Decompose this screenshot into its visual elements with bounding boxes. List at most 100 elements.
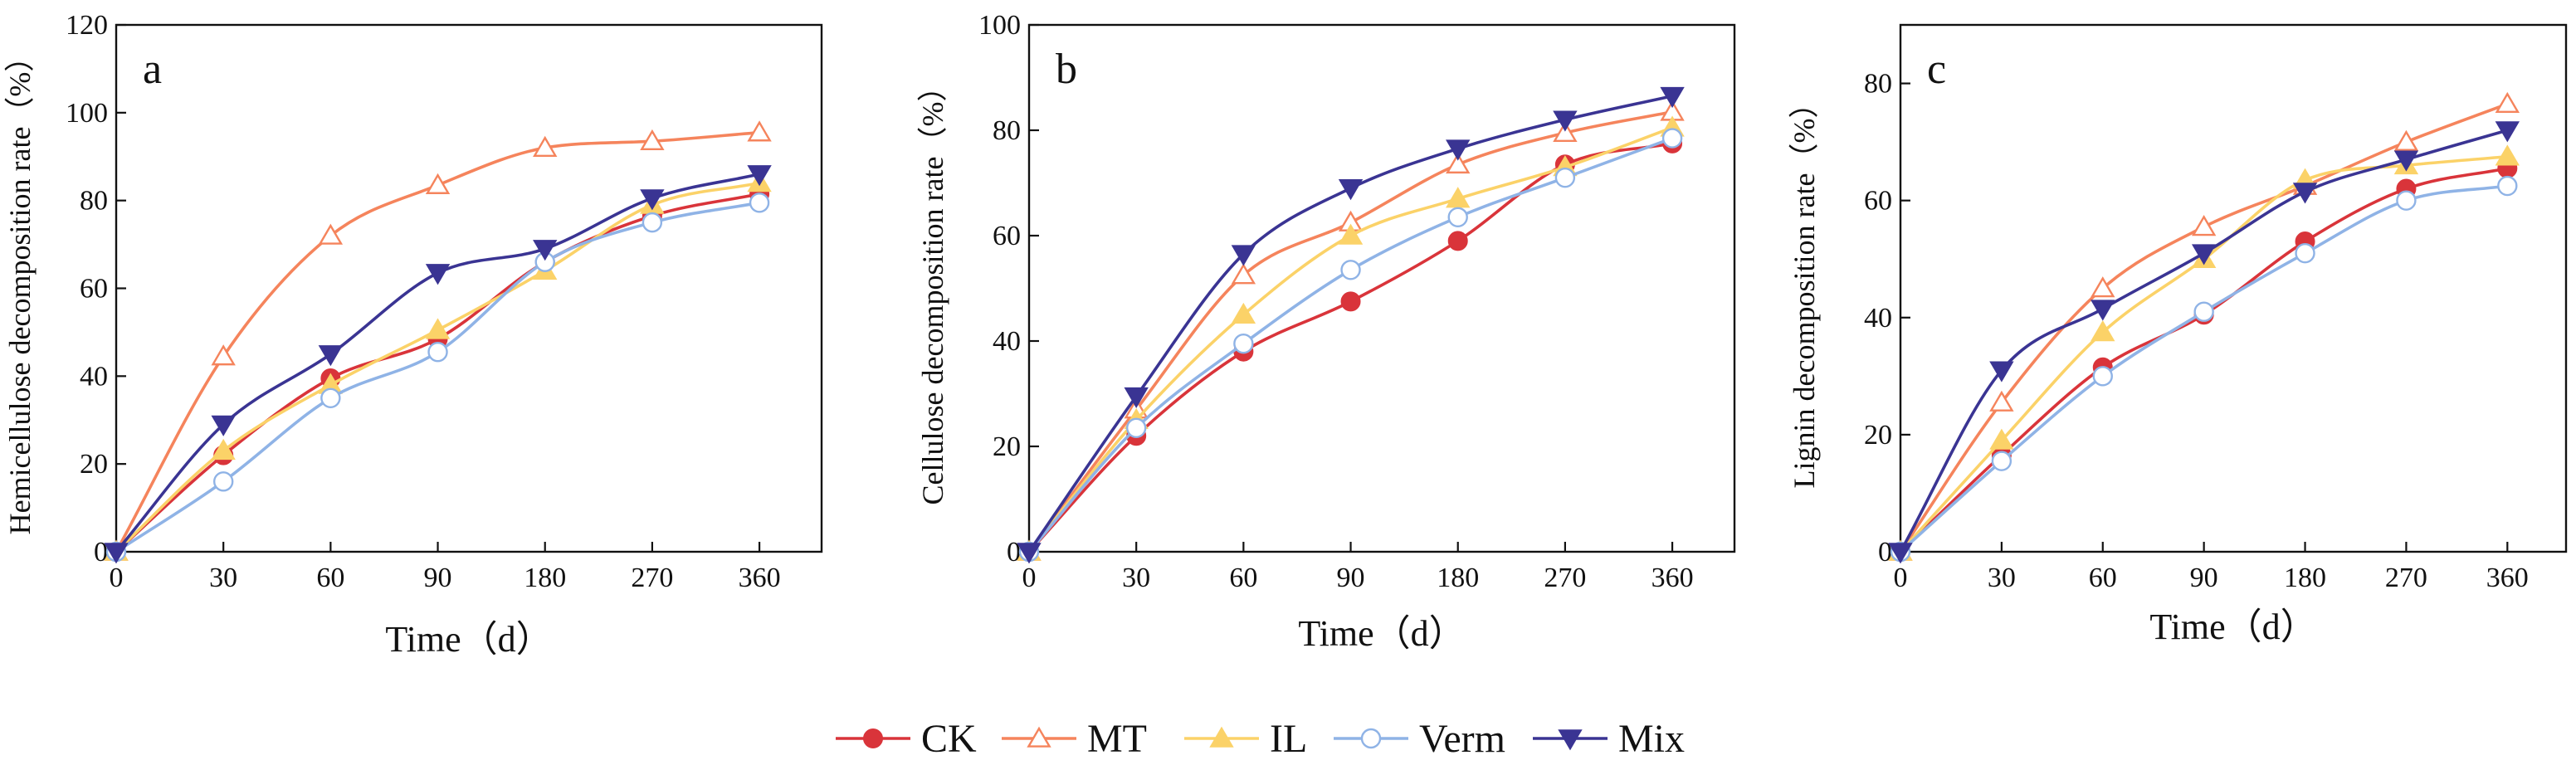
series-line [1027, 110, 1674, 553]
data-point [2393, 129, 2419, 151]
data-point [1989, 390, 2014, 412]
data-point [211, 415, 236, 436]
legend-label: CK [921, 717, 977, 761]
legend: CK MT IL Verm Mix [836, 717, 1685, 761]
x-tick-label: 0 [1894, 563, 1908, 593]
x-axis-title: Time（d） [1298, 613, 1465, 654]
y-tick-label: 60 [80, 274, 108, 305]
data-point [747, 165, 772, 187]
data-point [1125, 417, 1147, 438]
legend-label: Verm [1419, 717, 1505, 761]
x-tick-label: 90 [2190, 563, 2218, 593]
x-tick-label: 30 [209, 563, 237, 593]
series-line [1899, 129, 2510, 553]
data-point [211, 438, 236, 460]
data-point [1888, 543, 1913, 564]
data-point [2091, 276, 2115, 298]
legend-marker [863, 728, 883, 748]
legend-marker [1027, 726, 1051, 748]
x-tick-label: 30 [1988, 563, 2016, 593]
data-point [425, 173, 451, 194]
data-point [2497, 175, 2518, 197]
data-point [1989, 428, 2014, 450]
legend-label: Mix [1618, 717, 1685, 761]
data-point [2092, 366, 2113, 387]
panel-label: c [1927, 46, 1946, 93]
panel-label: a [143, 46, 162, 93]
y-tick-label: 80 [993, 115, 1021, 146]
data-point [425, 264, 451, 285]
data-point [2295, 242, 2315, 264]
data-point [2193, 301, 2214, 322]
x-tick-label: 180 [2284, 563, 2326, 593]
y-tick-label: 60 [1864, 186, 1892, 217]
data-point [2396, 190, 2417, 211]
x-tick-label: 360 [739, 563, 781, 593]
data-point [318, 223, 344, 245]
x-tick-label: 270 [631, 563, 673, 593]
data-point [2191, 215, 2217, 236]
legend-item-mix: Mix [1533, 717, 1685, 761]
y-tick-label: 0 [1007, 537, 1021, 568]
x-tick-label: 0 [1022, 563, 1037, 593]
plot-frame [1899, 23, 2568, 553]
chart-panel-c: 0 20 40 60 80 0 30 60 90 180 270 360 Time（d） Lignin d… [1788, 23, 2568, 647]
x-tick-label: 30 [1122, 563, 1150, 593]
data-point [640, 189, 665, 211]
data-point [1233, 333, 1254, 354]
chart-panel-b: 0 20 40 60 80 100 0 30 60 90 180 270 360 Time（d） Cellu… [916, 10, 1736, 654]
x-tick-label: 90 [1337, 563, 1365, 593]
data-point [2091, 320, 2115, 342]
data-point [1340, 291, 1361, 312]
data-point [2191, 244, 2217, 266]
data-point [1447, 207, 1468, 227]
x-tick-label: 180 [1437, 563, 1479, 593]
data-point [318, 345, 344, 367]
legend-item-mt: MT [1002, 717, 1147, 761]
x-tick-label: 360 [2486, 563, 2529, 593]
series-il [1888, 144, 2520, 561]
x-tick-label: 60 [316, 563, 344, 593]
chart-panels: 0 20 40 60 80 100 120 0 30 60 90 180 270 360 Time（d） He… [3, 10, 2568, 660]
series-mix [1888, 121, 2520, 564]
y-tick-label: 60 [993, 221, 1021, 251]
series-ck [106, 183, 770, 562]
y-tick-label: 100 [66, 98, 108, 129]
series-line [1027, 136, 1674, 553]
legend-label: IL [1270, 717, 1307, 761]
y-tick-label: 0 [94, 537, 108, 568]
x-tick-label: 180 [524, 563, 566, 593]
data-point [1231, 245, 1256, 266]
data-point [1017, 543, 1042, 564]
data-point [320, 387, 341, 408]
data-point [1447, 231, 1468, 251]
data-point [533, 240, 558, 261]
y-tick-label: 20 [80, 449, 108, 480]
series-mix [1017, 86, 1685, 564]
y-tick-label: 20 [1864, 420, 1892, 451]
y-tick-label: 100 [978, 10, 1021, 41]
data-point [533, 135, 558, 157]
y-tick-label: 40 [1864, 303, 1892, 334]
y-tick-label: 20 [993, 431, 1021, 462]
data-point [2393, 150, 2419, 172]
x-tick-label: 60 [2089, 563, 2117, 593]
data-point [1660, 86, 1685, 109]
x-tick-label: 270 [1544, 563, 1586, 593]
data-point [1446, 152, 1471, 174]
legend-label: MT [1087, 717, 1147, 761]
data-point [212, 471, 234, 492]
data-point [211, 344, 236, 366]
data-point [1338, 179, 1364, 201]
series-verm [105, 192, 770, 563]
y-tick-label: 40 [993, 326, 1021, 357]
x-tick-label: 90 [424, 563, 452, 593]
data-point [2091, 300, 2115, 321]
series-il [104, 171, 772, 561]
y-tick-label: 0 [1878, 537, 1892, 568]
y-tick-label: 40 [80, 361, 108, 392]
x-tick-label: 270 [2385, 563, 2427, 593]
legend-item-verm: Verm [1334, 717, 1505, 761]
series-mix [104, 165, 772, 564]
legend-marker [1360, 728, 1382, 749]
